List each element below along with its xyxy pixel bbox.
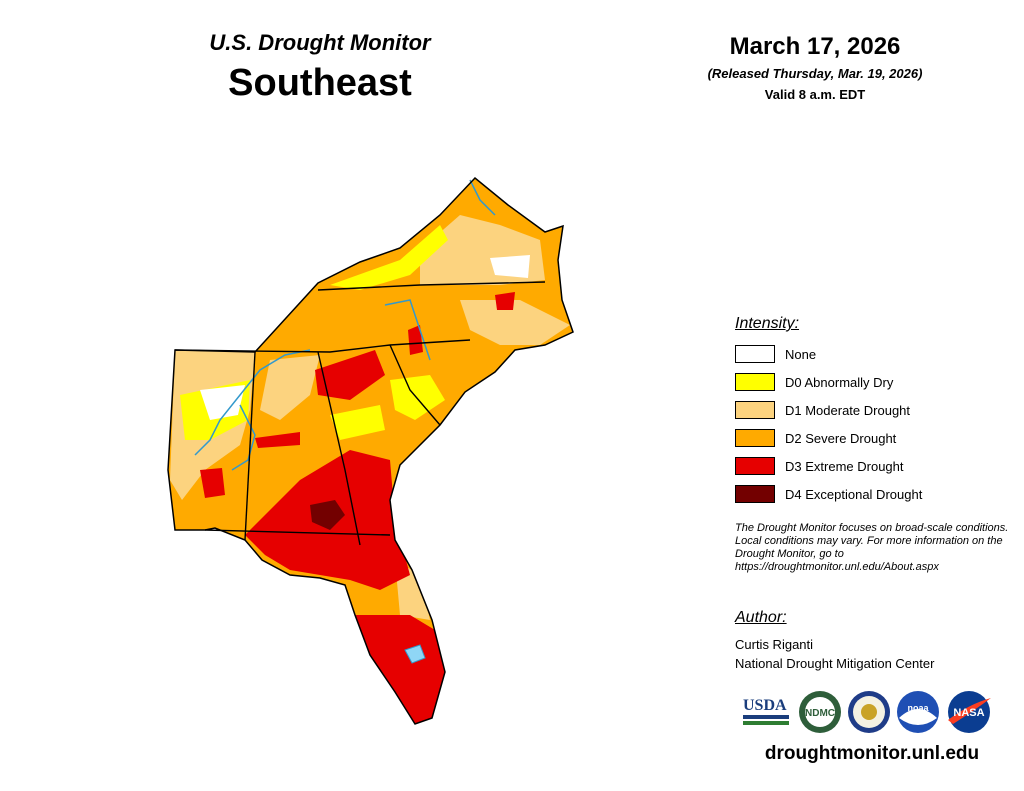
legend-item-d0: D0 Abnormally Dry	[735, 372, 893, 392]
nasa-logo-text: NASA	[953, 707, 984, 719]
partner-logos: USDA NDMC noaa NASA	[743, 691, 991, 733]
legend-swatch	[735, 429, 775, 447]
legend-label: D1 Moderate Drought	[785, 402, 911, 418]
legend-label: None	[785, 346, 817, 362]
author-name: Curtis Riganti	[735, 637, 814, 652]
author-org: National Drought Mitigation Center	[735, 656, 935, 671]
legend-item-none: None	[735, 344, 816, 364]
legend-label: D4 Exceptional Drought	[785, 486, 923, 502]
legend-swatch	[735, 401, 775, 419]
legend-item-d3: D3 Extreme Drought	[735, 456, 904, 476]
author-title: Author:	[735, 609, 787, 626]
legend-item-d4: D4 Exceptional Drought	[735, 484, 922, 504]
ndmc-logo-text: NDMC	[805, 708, 835, 719]
usda-logo-text: USDA	[743, 697, 787, 714]
noaa-logo-text: noaa	[907, 703, 929, 713]
nasa-logo: NASA	[948, 691, 991, 733]
map-title: Southeast	[228, 62, 412, 104]
usda-logo: USDA	[743, 697, 789, 725]
map-subtitle: U.S. Drought Monitor	[209, 30, 431, 55]
map-date: March 17, 2026	[729, 33, 901, 60]
doc-seal-logo	[848, 691, 890, 733]
release-date: (Released Thursday, Mar. 19, 2026)	[707, 66, 923, 81]
drought-map	[167, 176, 574, 725]
disclaimer-note: The Drought Monitor focuses on broad-sca…	[735, 522, 1009, 573]
legend-swatch	[735, 345, 775, 363]
noaa-logo: noaa	[897, 691, 939, 733]
legend-swatch	[735, 373, 775, 391]
legend-label: D0 Abnormally Dry	[785, 374, 894, 390]
legend-item-d1: D1 Moderate Drought	[735, 400, 910, 420]
legend-label: D2 Severe Drought	[785, 430, 897, 446]
legend-item-d2: D2 Severe Drought	[735, 428, 896, 448]
website-url[interactable]: droughtmonitor.unl.edu	[764, 743, 980, 764]
legend-title: Intensity:	[735, 315, 800, 332]
valid-time: Valid 8 a.m. EDT	[764, 87, 866, 102]
legend-swatch	[735, 485, 775, 503]
legend-swatch	[735, 457, 775, 475]
legend-label: D3 Extreme Drought	[785, 458, 904, 474]
ndmc-logo: NDMC	[799, 691, 841, 733]
